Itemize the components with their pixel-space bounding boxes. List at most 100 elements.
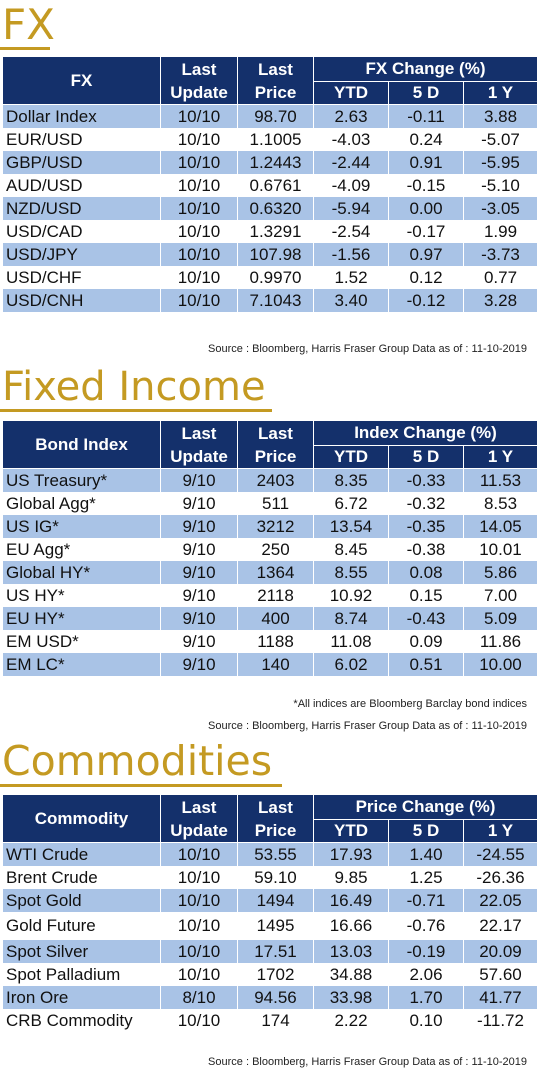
cell-ytd: 1.52 [313,266,389,289]
cell-ytd: 11.08 [313,630,389,653]
commodities-header-last-price: Last Price [237,794,314,843]
cell-last-update: 10/10 [160,151,238,174]
cell-1y: 0.77 [462,266,539,289]
cell-last-update: 9/10 [160,561,238,584]
cell-last-price: 98.70 [237,104,314,128]
cell-1y: -5.95 [462,151,539,174]
fixed-income-note: *All indices are Bloomberg Barclay bond … [293,698,527,710]
cell-ytd: -4.03 [313,128,389,151]
cell-ytd: 2.63 [313,104,389,128]
cell-5d: -0.32 [388,492,464,515]
table-row: EM USD* 9/10 1188 11.08 0.09 11.86 [2,630,538,653]
cell-last-update: 9/10 [160,607,238,630]
cell-5d: 0.12 [388,266,464,289]
cell-5d: 0.24 [388,128,464,151]
table-row: Spot Palladium 10/10 1702 34.88 2.06 57.60 [2,963,538,986]
cell-1y: 22.05 [463,889,538,912]
cell-name: US HY* [2,584,161,607]
cell-last-price: 1.3291 [237,220,314,243]
cell-5d: -0.71 [388,889,464,912]
table-row: Global HY* 9/10 1364 8.55 0.08 5.86 [2,561,538,584]
cell-5d: 0.91 [388,151,464,174]
cell-last-update: 10/10 [160,197,238,220]
cell-1y: -26.36 [463,866,538,889]
table-row: USD/JPY 10/10 107.98 -1.56 0.97 -3.73 [2,243,539,266]
cell-5d: -0.11 [388,104,464,128]
cell-1y: 5.86 [463,561,538,584]
cell-5d: -0.43 [388,607,464,630]
cell-ytd: -1.56 [313,243,389,266]
cell-5d: -0.17 [388,220,464,243]
table-row: Dollar Index 10/10 98.70 2.63 -0.11 3.88 [2,104,539,128]
cell-5d: 1.70 [388,986,464,1009]
commodities-table-body: WTI Crude 10/10 53.55 17.93 1.40 -24.55 Brent … [2,842,538,1032]
commodities-header-1y: 1 Y [463,819,538,843]
commodities-title-rule [0,784,282,787]
fx-title: FX [2,0,55,49]
cell-last-update: 10/10 [160,940,238,963]
cell-last-update: 10/10 [160,963,238,986]
cell-ytd: 33.98 [313,986,389,1009]
cell-name: GBP/USD [2,151,161,174]
fixed-income-header-group: Index Change (%) [313,420,538,446]
cell-name: NZD/USD [2,197,161,220]
table-row: NZD/USD 10/10 0.6320 -5.94 0.00 -3.05 [2,197,539,220]
fixed-income-header-5d: 5 D [388,445,464,469]
cell-1y: 5.09 [463,607,538,630]
table-row: Iron Ore 8/10 94.56 33.98 1.70 41.77 [2,986,538,1009]
table-row: US HY* 9/10 2118 10.92 0.15 7.00 [2,584,538,607]
cell-ytd: 6.72 [313,492,389,515]
cell-last-update: 9/10 [160,584,238,607]
cell-1y: 3.88 [462,104,539,128]
fx-title-rule [0,47,50,50]
cell-ytd: 2.22 [313,1009,389,1032]
table-row: EU HY* 9/10 400 8.74 -0.43 5.09 [2,607,538,630]
table-row: CRB Commodity 10/10 174 2.22 0.10 -11.72 [2,1009,538,1032]
fixed-income-table: Bond Index Last Update Last Price Index Ch… [2,420,538,676]
cell-ytd: 8.74 [313,607,389,630]
table-row: US Treasury* 9/10 2403 8.35 -0.33 11.53 [2,468,538,492]
cell-ytd: 17.93 [313,842,389,866]
cell-last-price: 2403 [237,468,314,492]
cell-name: Spot Gold [2,889,161,912]
table-row: EUR/USD 10/10 1.1005 -4.03 0.24 -5.07 [2,128,539,151]
table-row: EU Agg* 9/10 250 8.45 -0.38 10.01 [2,538,538,561]
fixed-income-header-last-price: Last Price [237,420,314,469]
cell-name: EUR/USD [2,128,161,151]
fixed-income-title: Fixed Income [2,364,266,410]
cell-5d: 0.09 [388,630,464,653]
cell-5d: 0.10 [388,1009,464,1032]
cell-5d: -0.76 [388,912,464,940]
cell-last-update: 10/10 [160,243,238,266]
cell-1y: 41.77 [463,986,538,1009]
cell-last-price: 1702 [237,963,314,986]
cell-1y: -3.05 [462,197,539,220]
cell-last-update: 10/10 [160,174,238,197]
cell-last-update: 10/10 [160,128,238,151]
cell-name: WTI Crude [2,842,161,866]
fixed-income-title-rule [0,409,272,412]
fx-table: FX Last Update Last Price FX Change (%) YT… [2,56,539,312]
cell-name: AUD/USD [2,174,161,197]
cell-name: Iron Ore [2,986,161,1009]
table-row: Brent Crude 10/10 59.10 9.85 1.25 -26.36 [2,866,538,889]
fx-table-body: Dollar Index 10/10 98.70 2.63 -0.11 3.88 EUR/U… [2,104,539,312]
table-row: WTI Crude 10/10 53.55 17.93 1.40 -24.55 [2,842,538,866]
cell-last-price: 1.1005 [237,128,314,151]
cell-ytd: -2.44 [313,151,389,174]
fx-header-ytd: YTD [313,81,389,105]
cell-last-update: 9/10 [160,492,238,515]
cell-1y: 1.99 [462,220,539,243]
fx-header-5d: 5 D [388,81,464,105]
cell-5d: 0.00 [388,197,464,220]
fx-header-name: FX [2,56,161,105]
cell-name: Brent Crude [2,866,161,889]
cell-name: Dollar Index [2,104,161,128]
cell-last-price: 174 [237,1009,314,1032]
cell-last-price: 250 [237,538,314,561]
cell-name: EM LC* [2,653,161,676]
commodities-source: Source : Bloomberg, Harris Fraser Group … [208,1056,527,1068]
cell-last-update: 9/10 [160,630,238,653]
fx-header-last-price: Last Price [237,56,314,105]
cell-1y: 3.28 [462,289,539,312]
